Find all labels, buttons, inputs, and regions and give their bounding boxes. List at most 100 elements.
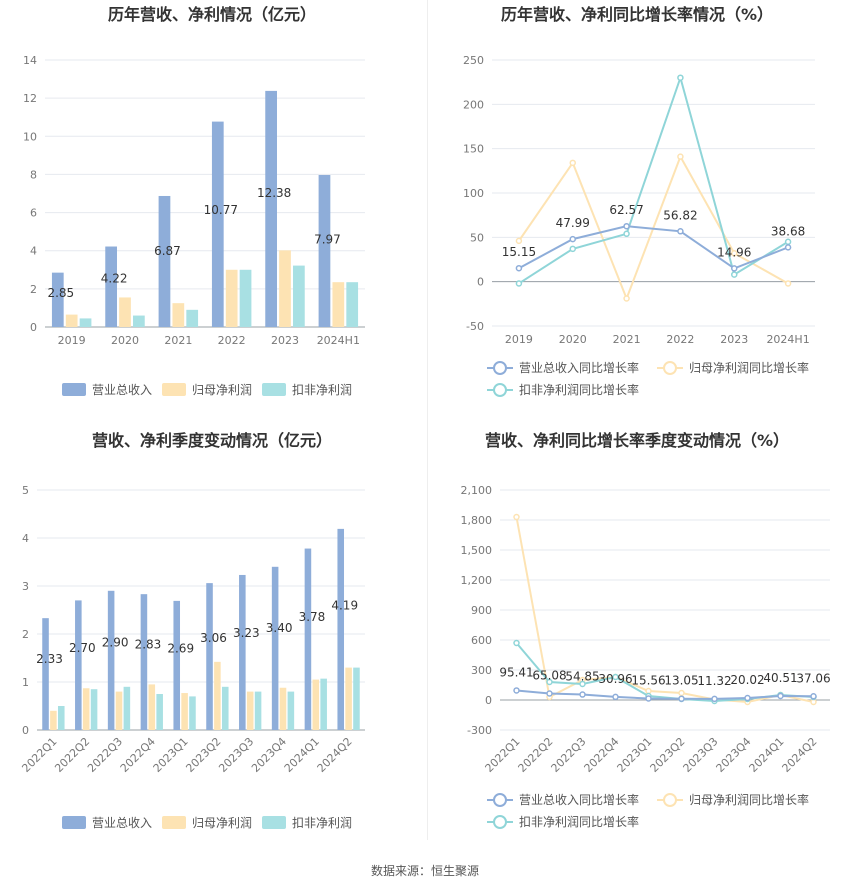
x-tick-label: 2022Q2 xyxy=(516,735,556,775)
bar xyxy=(293,265,305,327)
x-tick-label: 2024H1 xyxy=(317,334,360,347)
data-label: 62.57 xyxy=(609,203,643,217)
annual-revenue-profit-svg: 历年营收、净利情况（亿元） 0 2 4 6 8 10 12 14 2019 2020 2021 2022… xyxy=(23,5,365,397)
y-tick-label: -50 xyxy=(466,320,484,333)
y-tick-label: 8 xyxy=(30,168,37,181)
y-tick-label: 600 xyxy=(471,634,492,647)
bar xyxy=(42,618,49,730)
bar xyxy=(156,694,163,730)
bar xyxy=(140,594,148,730)
legend-label: 营业总收入 xyxy=(92,383,152,397)
data-label: 37.06 xyxy=(796,671,830,685)
x-tick-label: 2023Q2 xyxy=(183,735,223,775)
panel-divider xyxy=(427,0,428,840)
x-tick-label: 2024Q1 xyxy=(747,735,787,775)
data-point xyxy=(546,690,553,697)
data-point xyxy=(579,680,586,688)
chart-title: 营收、净利季度变动情况（亿元） xyxy=(92,431,332,450)
y-tick-label: 2 xyxy=(22,628,29,641)
bar xyxy=(90,689,98,730)
annual-growth-rate-chart: 历年营收、净利同比增长率情况（%） -50 0 50 100 150 200 250 2019 2… xyxy=(425,0,850,430)
bar xyxy=(239,269,252,327)
bar xyxy=(158,195,171,327)
data-point xyxy=(678,695,685,702)
y-tick-label: -300 xyxy=(467,724,492,737)
data-point xyxy=(569,235,576,243)
data-label: 2.83 xyxy=(135,637,162,651)
bar xyxy=(172,303,185,327)
series-line xyxy=(518,74,789,285)
quarterly-growth-rate-chart: 营收、净利同比增长率季度变动情况（%） -300 0 300 600 900 1,200 1,… xyxy=(425,430,850,860)
bar xyxy=(51,272,64,327)
legend-label: 归母净利润 xyxy=(192,383,252,397)
data-point xyxy=(645,695,652,702)
bar xyxy=(346,282,359,327)
x-tick-label: 2022 xyxy=(218,334,246,347)
y-tick-label: 1,500 xyxy=(461,544,493,557)
bar xyxy=(173,600,181,730)
bar xyxy=(189,696,196,730)
x-tick-label: 2021 xyxy=(613,333,641,346)
bar xyxy=(75,600,82,730)
data-label: 38.68 xyxy=(771,224,805,238)
x-tick-label: 2022Q3 xyxy=(85,735,125,775)
data-label: 20.02 xyxy=(730,673,764,687)
bar xyxy=(304,548,312,730)
legend-label: 营业总收入同比增长率 xyxy=(519,360,639,375)
series-line xyxy=(516,689,814,700)
x-tick-label: 2020 xyxy=(559,333,587,346)
y-tick-label: 3 xyxy=(22,580,29,593)
bar xyxy=(254,691,262,730)
bar xyxy=(271,566,279,730)
bar xyxy=(107,590,115,730)
chart-title: 历年营收、净利同比增长率情况（%） xyxy=(501,5,773,24)
data-label: 12.38 xyxy=(257,186,291,200)
x-tick-label: 2023 xyxy=(720,333,748,346)
data-point xyxy=(612,673,619,681)
bar xyxy=(82,688,90,730)
data-label: 6.87 xyxy=(154,244,181,258)
bar xyxy=(105,246,117,327)
data-label: 3.06 xyxy=(200,631,227,645)
y-tick-label: 1 xyxy=(22,676,29,689)
y-tick-label: 6 xyxy=(30,207,37,220)
legend-marker xyxy=(663,793,677,807)
y-tick-label: 0 xyxy=(477,276,484,289)
data-point xyxy=(515,280,523,287)
data-point xyxy=(784,238,792,246)
data-point xyxy=(569,159,576,167)
legend-label: 归母净利润同比增长率 xyxy=(689,360,809,375)
data-point xyxy=(784,280,792,287)
x-tick-label: 2024Q2 xyxy=(780,735,820,775)
y-tick-label: 4 xyxy=(30,245,37,258)
data-label: 2.85 xyxy=(47,286,74,300)
bar xyxy=(186,309,199,327)
bar xyxy=(119,297,131,327)
data-label: 3.40 xyxy=(266,621,293,635)
annual-growth-rate-svg: 历年营收、净利同比增长率情况（%） -50 0 50 100 150 200 250 2019 2… xyxy=(463,5,815,397)
chart-title: 营收、净利同比增长率季度变动情况（%） xyxy=(485,431,789,450)
y-tick-label: 100 xyxy=(463,187,484,200)
legend-swatch xyxy=(62,383,86,396)
bar xyxy=(265,90,277,327)
x-tick-label: 2023Q3 xyxy=(681,735,721,775)
bar xyxy=(246,691,254,730)
data-point xyxy=(677,153,684,160)
legend-marker xyxy=(493,815,507,829)
bar xyxy=(133,315,145,327)
legend-swatch xyxy=(262,383,286,396)
data-point xyxy=(677,228,684,235)
x-tick-label: 2022Q2 xyxy=(52,735,92,775)
legend-swatch xyxy=(162,383,186,396)
data-label: 95.41 xyxy=(499,665,533,679)
x-tick-label: 2022Q4 xyxy=(582,735,622,775)
data-point xyxy=(731,271,738,278)
x-tick-label: 2019 xyxy=(58,334,86,347)
data-label: 2.90 xyxy=(102,635,129,649)
legend-label: 扣非净利润 xyxy=(292,383,352,397)
annual-revenue-profit-chart: 历年营收、净利情况（亿元） 0 2 4 6 8 10 12 14 2019 2020 2021 2022… xyxy=(0,0,425,430)
bar xyxy=(239,574,246,730)
data-label: 2.33 xyxy=(36,652,63,666)
y-tick-label: 900 xyxy=(471,604,492,617)
x-tick-label: 2024Q1 xyxy=(282,735,322,775)
